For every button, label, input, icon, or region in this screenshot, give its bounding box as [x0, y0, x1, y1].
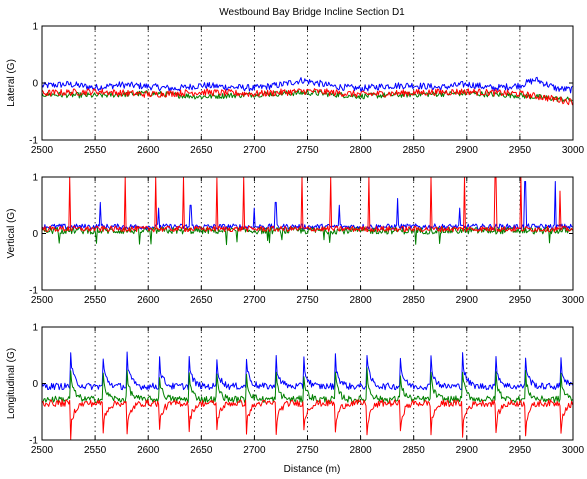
series-line-1: [41, 181, 573, 230]
x-tick-label: 2500: [31, 145, 54, 156]
x-tick-label: 2500: [31, 445, 54, 456]
x-tick-label: 2550: [84, 295, 107, 306]
x-tick-label: 3000: [562, 295, 585, 306]
x-tick-label: 2750: [296, 145, 319, 156]
y-axis-label: Longitudinal (G): [6, 348, 17, 419]
x-tick-label: 2650: [190, 445, 213, 456]
x-tick-label: 2750: [296, 295, 319, 306]
series-line-3: [41, 399, 573, 441]
x-tick-label: 2750: [296, 445, 319, 456]
x-tick-label: 2850: [403, 295, 426, 306]
series-line-3: [41, 176, 573, 233]
x-tick-label: 2600: [137, 445, 160, 456]
x-tick-label: 2950: [509, 445, 532, 456]
y-tick-label: 0: [32, 79, 38, 90]
x-tick-label: 2900: [456, 145, 479, 156]
y-tick-label: -1: [29, 286, 38, 297]
x-tick-label: 2700: [243, 145, 266, 156]
y-axis-label: Vertical (G): [6, 208, 17, 258]
panel-1: -1 0 1 2500 2550 2600 2650 2700 2750 2800 2850 2900…: [6, 22, 585, 157]
y-tick-label: 0: [32, 229, 38, 240]
series-line-1: [41, 76, 573, 94]
x-tick-label: 2650: [190, 145, 213, 156]
y-tick-label: 1: [32, 22, 38, 33]
x-tick-label: 2850: [403, 445, 426, 456]
series-line-2: [41, 367, 573, 404]
y-tick-label: 1: [32, 323, 38, 334]
x-tick-label: 2900: [456, 445, 479, 456]
x-tick-label: 2950: [509, 295, 532, 306]
x-tick-label: 2800: [349, 295, 372, 306]
x-tick-label: 2600: [137, 145, 160, 156]
y-tick-label: 1: [32, 173, 38, 184]
chart-title: Westbound Bay Bridge Incline Section D1: [219, 7, 405, 18]
x-tick-label: 2800: [349, 145, 372, 156]
x-tick-label: 2600: [137, 295, 160, 306]
x-tick-label: 2950: [509, 145, 532, 156]
x-tick-label: 2800: [349, 445, 372, 456]
x-tick-label: 2900: [456, 295, 479, 306]
x-tick-label: 2550: [84, 445, 107, 456]
y-tick-label: -1: [29, 436, 38, 447]
series-line-3: [41, 88, 573, 106]
y-tick-label: 0: [32, 379, 38, 390]
x-tick-label: 3000: [562, 145, 585, 156]
x-tick-label: 2500: [31, 295, 54, 306]
panel-3: -1 0 1 2500 2550 2600 2650 2700 2750 2800 2850 2900…: [6, 323, 585, 457]
plot-area: [42, 327, 573, 440]
chart-panels: -1 0 1 2500 2550 2600 2650 2700 2750 2800 2850 2900…: [6, 22, 585, 457]
x-tick-label: 2700: [243, 445, 266, 456]
x-tick-label: 2850: [403, 145, 426, 156]
x-tick-label: 2650: [190, 295, 213, 306]
y-axis-label: Lateral (G): [6, 59, 17, 107]
series-line-1: [41, 351, 573, 391]
y-tick-label: -1: [29, 136, 38, 147]
x-tick-label: 3000: [562, 445, 585, 456]
x-axis-label: Distance (m): [284, 464, 341, 475]
x-tick-label: 2550: [84, 145, 107, 156]
panel-2: -1 0 1 2500 2550 2600 2650 2700 2750 2800 2850 2900…: [6, 173, 585, 307]
x-tick-label: 2700: [243, 295, 266, 306]
